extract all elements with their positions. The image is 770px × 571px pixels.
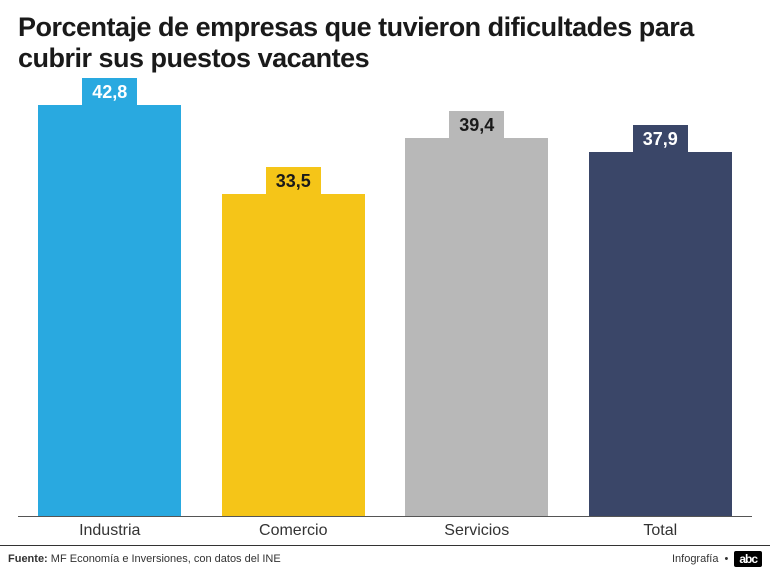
footer-credit: Infografía • abc	[672, 551, 762, 567]
credit-text: Infografía	[672, 553, 718, 565]
footer-source: Fuente: MF Economía e Inversiones, con d…	[8, 553, 281, 565]
credit-separator: •	[724, 553, 728, 565]
bar-value-label: 37,9	[633, 125, 688, 154]
bar	[405, 138, 548, 516]
infographic-container: Porcentaje de empresas que tuvieron difi…	[0, 0, 770, 571]
bar-slot: 39,4	[385, 84, 569, 516]
bar	[222, 194, 365, 516]
bar-slot: 37,9	[569, 84, 753, 516]
category-label: Industria	[18, 522, 202, 540]
source-prefix: Fuente:	[8, 553, 48, 565]
bar-value-label: 39,4	[449, 111, 504, 140]
category-label: Total	[569, 522, 753, 540]
bar-slot: 33,5	[202, 84, 386, 516]
bar	[589, 152, 732, 516]
bar-value-label: 33,5	[266, 167, 321, 196]
category-label: Servicios	[385, 522, 569, 540]
chart-title: Porcentaje de empresas que tuvieron difi…	[0, 0, 770, 74]
brand-logo: abc	[734, 551, 762, 567]
footer: Fuente: MF Economía e Inversiones, con d…	[0, 545, 770, 571]
bar-value-label: 42,8	[82, 78, 137, 107]
category-label: Comercio	[202, 522, 386, 540]
bars-row: 42,8 33,5 39,4 37,9	[18, 84, 752, 517]
category-labels-row: IndustriaComercioServiciosTotal	[18, 517, 752, 545]
chart-area: 42,8 33,5 39,4 37,9 IndustriaComercioServic…	[18, 84, 752, 545]
source-text: MF Economía e Inversiones, con datos del…	[51, 553, 281, 565]
bar	[38, 105, 181, 516]
bar-slot: 42,8	[18, 84, 202, 516]
